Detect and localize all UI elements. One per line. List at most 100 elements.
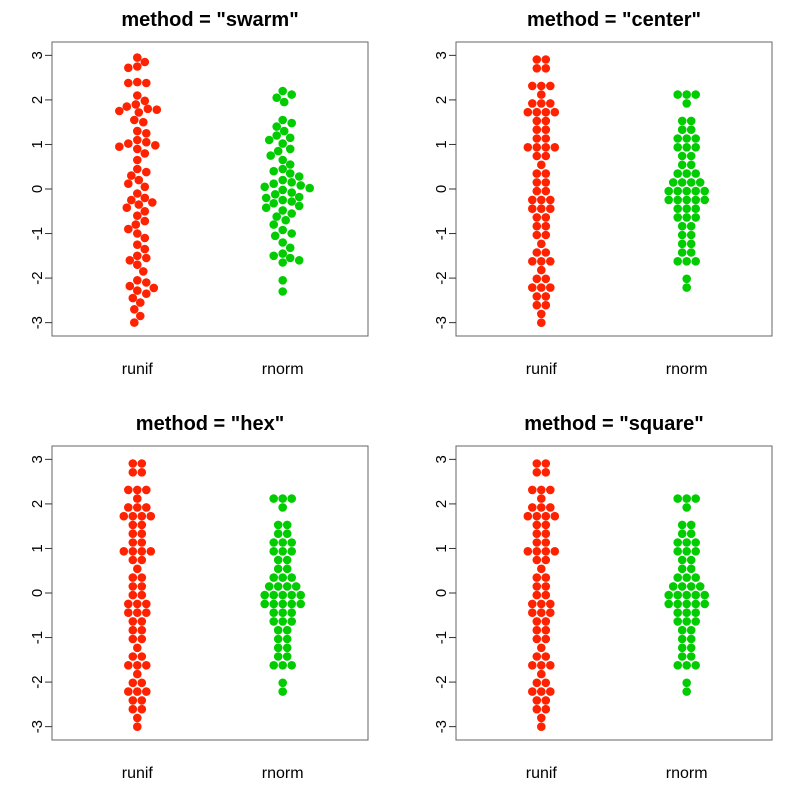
data-point-rnorm xyxy=(677,529,687,538)
data-point-rnorm xyxy=(682,274,691,284)
data-point-runif xyxy=(115,142,124,151)
data-point-rnorm xyxy=(278,195,288,205)
data-point-rnorm xyxy=(686,652,696,661)
data-point-runif xyxy=(128,547,138,556)
y-tick-label: -2 xyxy=(433,271,450,284)
data-point-rnorm xyxy=(682,599,691,609)
data-point-rnorm xyxy=(278,678,288,688)
data-point-runif xyxy=(528,503,537,512)
data-point-runif xyxy=(541,186,551,196)
data-point-runif xyxy=(532,186,542,196)
data-point-rnorm xyxy=(677,582,687,591)
data-point-runif xyxy=(140,57,150,67)
data-point-runif xyxy=(537,81,546,91)
data-point-runif xyxy=(528,485,537,495)
data-point-rnorm xyxy=(278,258,288,267)
data-point-rnorm xyxy=(264,135,274,145)
data-point-runif xyxy=(532,169,542,178)
data-point-runif xyxy=(532,573,542,582)
data-point-rnorm xyxy=(686,160,696,170)
data-point-runif xyxy=(537,722,546,731)
data-point-rnorm xyxy=(700,186,709,196)
data-point-rnorm xyxy=(673,143,682,152)
data-point-runif xyxy=(546,608,555,617)
data-point-runif xyxy=(528,283,537,292)
data-point-runif xyxy=(133,135,142,145)
data-point-rnorm xyxy=(686,634,696,644)
data-point-rnorm xyxy=(287,617,297,626)
data-point-rnorm xyxy=(682,283,691,292)
data-point-rnorm xyxy=(673,608,682,617)
data-point-rnorm xyxy=(691,608,700,617)
data-point-runif xyxy=(537,608,546,617)
data-point-runif xyxy=(131,100,141,109)
data-point-rnorm xyxy=(278,238,288,247)
data-point-runif xyxy=(541,230,551,240)
data-point-rnorm xyxy=(287,661,297,670)
data-point-runif xyxy=(532,107,542,117)
data-point-rnorm xyxy=(273,146,283,156)
data-point-rnorm xyxy=(686,178,696,187)
data-point-runif xyxy=(140,182,150,192)
data-point-runif xyxy=(550,107,560,117)
data-point-rnorm xyxy=(682,678,691,688)
data-point-rnorm xyxy=(673,538,682,547)
data-point-rnorm xyxy=(677,230,687,240)
data-point-runif xyxy=(128,573,138,582)
data-point-rnorm xyxy=(273,520,283,530)
data-point-rnorm xyxy=(282,643,292,653)
data-point-rnorm xyxy=(682,90,691,99)
data-point-rnorm xyxy=(269,538,279,547)
points xyxy=(115,53,315,327)
data-point-rnorm xyxy=(686,520,696,530)
data-point-rnorm xyxy=(285,253,295,263)
data-point-rnorm xyxy=(673,204,682,213)
data-point-rnorm xyxy=(682,494,691,503)
data-point-runif xyxy=(133,661,142,670)
data-point-runif xyxy=(115,106,124,116)
data-point-runif xyxy=(537,687,546,696)
data-point-runif xyxy=(128,555,138,565)
y-axis: 3 2 1 0 -1 -2 -3 xyxy=(29,51,52,329)
panel-center: method = "center" 3 2 1 0 -1 -2 -3 runif rnorm xyxy=(433,9,773,378)
data-point-rnorm xyxy=(287,229,297,238)
data-point-runif xyxy=(137,520,147,530)
data-point-runif xyxy=(137,573,147,582)
data-point-rnorm xyxy=(269,599,279,609)
data-point-runif xyxy=(136,298,145,307)
data-point-rnorm xyxy=(686,248,696,257)
data-point-rnorm xyxy=(686,564,696,574)
data-point-runif xyxy=(146,511,156,521)
data-point-rnorm xyxy=(691,661,700,670)
data-point-rnorm xyxy=(273,555,283,565)
data-point-rnorm xyxy=(682,608,691,617)
data-point-runif xyxy=(128,678,138,688)
data-point-rnorm xyxy=(278,503,288,512)
data-point-runif xyxy=(550,511,560,521)
data-point-runif xyxy=(541,547,551,556)
data-point-rnorm xyxy=(287,209,297,218)
data-point-runif xyxy=(537,90,546,99)
data-point-rnorm xyxy=(278,155,288,165)
data-point-runif xyxy=(142,278,151,287)
y-tick-label: 0 xyxy=(29,589,46,597)
data-point-rnorm xyxy=(278,661,288,670)
data-point-rnorm xyxy=(287,547,297,556)
data-point-runif xyxy=(532,704,542,714)
data-point-runif xyxy=(537,564,546,574)
data-point-rnorm xyxy=(278,185,288,195)
data-point-rnorm xyxy=(686,529,696,538)
data-point-runif xyxy=(133,276,142,285)
data-point-rnorm xyxy=(673,134,682,143)
data-point-runif xyxy=(532,248,542,257)
data-point-runif xyxy=(133,669,142,679)
data-point-runif xyxy=(541,125,551,134)
data-point-rnorm xyxy=(673,186,682,196)
data-point-runif xyxy=(128,293,138,303)
data-point-rnorm xyxy=(269,661,279,670)
data-point-runif xyxy=(133,189,142,198)
data-point-rnorm xyxy=(664,590,673,600)
data-point-runif xyxy=(142,167,151,177)
data-point-runif xyxy=(133,251,142,261)
data-point-runif xyxy=(537,99,546,108)
